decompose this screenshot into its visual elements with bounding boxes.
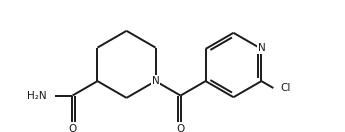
Text: N: N xyxy=(257,43,265,53)
Text: N: N xyxy=(152,76,159,86)
Text: H₂N: H₂N xyxy=(28,91,47,101)
Text: O: O xyxy=(176,124,185,132)
Text: O: O xyxy=(68,124,77,132)
Text: Cl: Cl xyxy=(280,83,291,93)
